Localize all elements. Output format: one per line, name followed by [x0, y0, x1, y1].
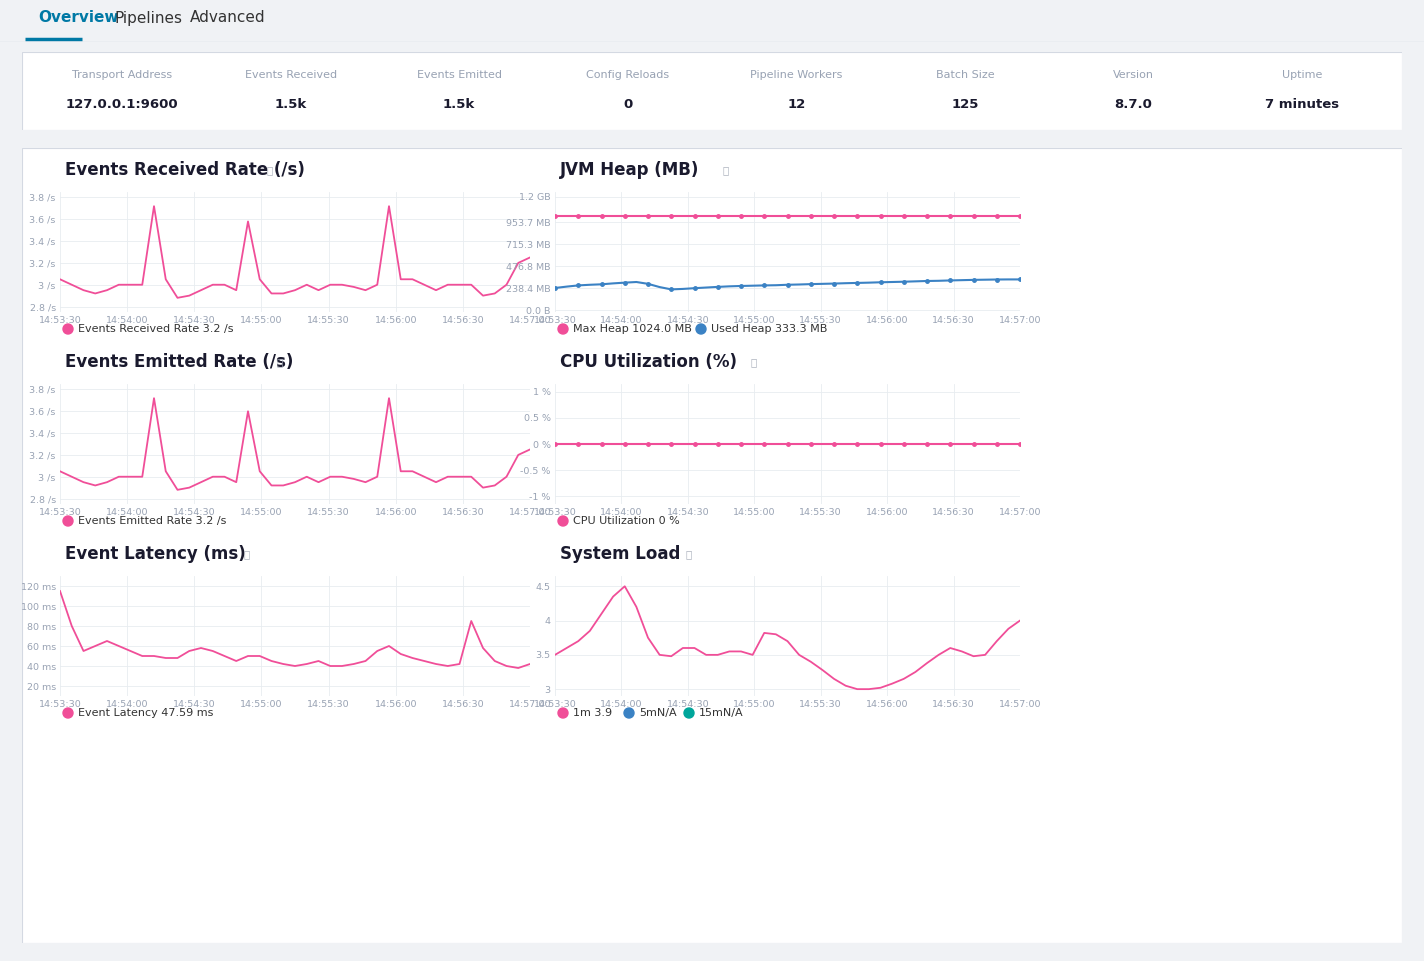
Text: CPU Utilization (%): CPU Utilization (%): [560, 353, 736, 371]
Circle shape: [558, 708, 568, 718]
Text: 1.5k: 1.5k: [275, 98, 306, 111]
Text: 127.0.0.1:9600: 127.0.0.1:9600: [66, 98, 178, 111]
Text: Config Reloads: Config Reloads: [587, 70, 669, 80]
Circle shape: [696, 324, 706, 334]
Text: 15mN/A: 15mN/A: [699, 708, 743, 718]
Circle shape: [63, 324, 73, 334]
Text: JVM Heap (MB): JVM Heap (MB): [560, 161, 699, 179]
Text: Version: Version: [1114, 70, 1153, 80]
Text: Used Heap 333.3 MB: Used Heap 333.3 MB: [711, 324, 827, 334]
Circle shape: [684, 708, 693, 718]
Text: Transport Address: Transport Address: [73, 70, 172, 80]
Text: ⓘ: ⓘ: [685, 549, 692, 559]
Text: Uptime: Uptime: [1282, 70, 1323, 80]
Text: Advanced: Advanced: [189, 11, 266, 26]
Text: ⓘ: ⓘ: [244, 549, 249, 559]
Circle shape: [624, 708, 634, 718]
Text: 7 minutes: 7 minutes: [1265, 98, 1339, 111]
Text: ⓘ: ⓘ: [722, 165, 729, 175]
Text: Event Latency (ms): Event Latency (ms): [64, 545, 245, 563]
Text: Pipelines: Pipelines: [115, 11, 184, 26]
Text: ⓘ: ⓘ: [266, 165, 273, 175]
Text: Overview: Overview: [38, 11, 118, 26]
Text: 5mN/A: 5mN/A: [639, 708, 676, 718]
Text: System Load: System Load: [560, 545, 681, 563]
Text: Events Received Rate 3.2 /s: Events Received Rate 3.2 /s: [78, 324, 234, 334]
Circle shape: [558, 324, 568, 334]
Text: 125: 125: [951, 98, 978, 111]
Text: Events Emitted Rate (/s): Events Emitted Rate (/s): [64, 353, 293, 371]
Text: 12: 12: [787, 98, 806, 111]
Text: 1.5k: 1.5k: [443, 98, 476, 111]
Text: 8.7.0: 8.7.0: [1115, 98, 1152, 111]
Text: CPU Utilization 0 %: CPU Utilization 0 %: [572, 516, 679, 526]
Circle shape: [63, 516, 73, 526]
Text: Events Received Rate (/s): Events Received Rate (/s): [64, 161, 305, 179]
Text: 1m 3.9: 1m 3.9: [572, 708, 612, 718]
Circle shape: [63, 708, 73, 718]
Text: Batch Size: Batch Size: [936, 70, 994, 80]
Text: Event Latency 47.59 ms: Event Latency 47.59 ms: [78, 708, 214, 718]
Text: ⓘ: ⓘ: [276, 357, 282, 367]
Text: Events Emitted Rate 3.2 /s: Events Emitted Rate 3.2 /s: [78, 516, 226, 526]
Text: Events Received: Events Received: [245, 70, 336, 80]
Text: 0: 0: [624, 98, 632, 111]
Text: Pipeline Workers: Pipeline Workers: [750, 70, 843, 80]
Text: Max Heap 1024.0 MB: Max Heap 1024.0 MB: [572, 324, 692, 334]
Circle shape: [558, 516, 568, 526]
Text: ⓘ: ⓘ: [750, 357, 756, 367]
Text: Events Emitted: Events Emitted: [417, 70, 501, 80]
